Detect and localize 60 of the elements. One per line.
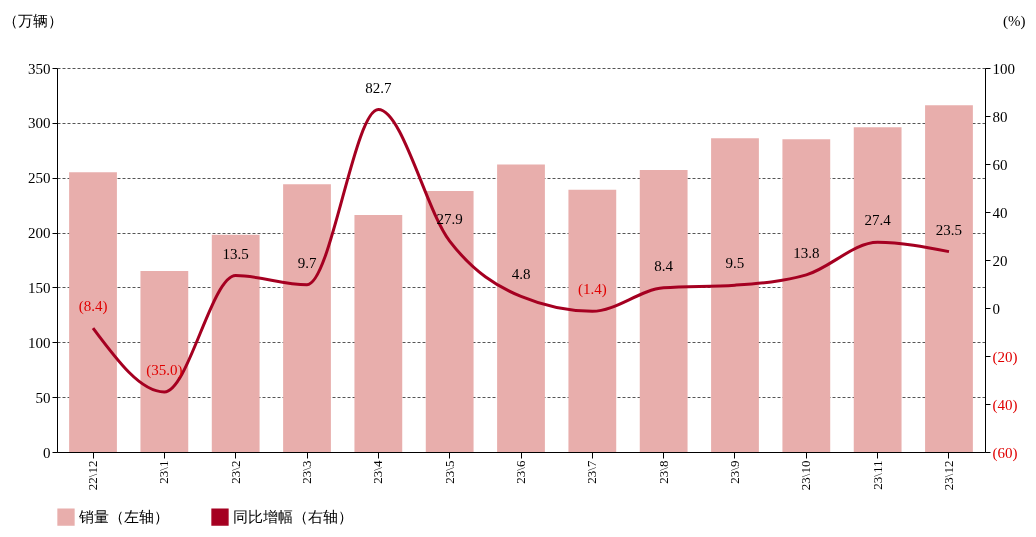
x-tick-label: 23\4 xyxy=(370,460,386,484)
y-tick-label: 350 xyxy=(28,60,51,77)
x-tick-label: 23\6 xyxy=(513,460,528,484)
y-tick-label: 50 xyxy=(35,389,51,406)
data-label: 8.4 xyxy=(654,257,674,274)
y2-tick-label: (60) xyxy=(992,444,1018,462)
data-label: (35.0) xyxy=(146,362,183,379)
bar xyxy=(711,138,759,452)
data-label: 27.4 xyxy=(864,212,892,229)
x-tick-label: 23\5 xyxy=(441,460,457,484)
y-tick-label: 0 xyxy=(43,444,51,461)
x-tick-label: 23\12 xyxy=(940,460,956,491)
x-tick-label: 23\11 xyxy=(869,460,885,490)
bar xyxy=(782,139,831,452)
data-label: 13.5 xyxy=(222,245,249,262)
legend-label: 同比增幅（右轴） xyxy=(233,509,353,526)
y-tick-label: 300 xyxy=(28,115,51,132)
data-label: 9.5 xyxy=(725,255,745,272)
data-label: (1.4) xyxy=(577,281,607,299)
legend-label: 销量（左轴） xyxy=(78,509,169,526)
x-tick-label: 22\12 xyxy=(85,460,101,491)
y2-tick-label: (40) xyxy=(992,396,1018,414)
y2-tick-label: 80 xyxy=(992,108,1008,125)
data-label: 27.9 xyxy=(436,211,463,228)
y2-tick-label: 0 xyxy=(992,300,1000,317)
x-tick-label: 23\8 xyxy=(655,460,671,484)
bar xyxy=(639,170,688,452)
bar xyxy=(140,270,189,452)
data-label: (8.4) xyxy=(78,298,108,316)
data-label: 9.7 xyxy=(297,254,317,271)
bar xyxy=(354,215,403,452)
bar xyxy=(925,105,973,452)
bar xyxy=(283,184,331,452)
bar xyxy=(853,127,902,452)
y2-tick-label: (20) xyxy=(992,348,1018,366)
bar xyxy=(211,234,260,452)
data-label: 4.8 xyxy=(511,266,531,283)
data-label: 82.7 xyxy=(365,79,392,96)
y2-tick-label: 20 xyxy=(992,252,1008,269)
x-tick-label: 23\10 xyxy=(798,460,814,491)
x-tick-label: 23\3 xyxy=(299,460,315,484)
y2-axis-title: (%) xyxy=(1003,12,1026,30)
y-tick-label: 200 xyxy=(28,225,51,242)
data-label: 23.5 xyxy=(935,221,963,238)
x-tick-label: 23\7 xyxy=(584,460,600,484)
y2-tick-label: 40 xyxy=(992,204,1008,221)
y-tick-label: 100 xyxy=(28,334,51,351)
x-tick-label: 23\2 xyxy=(227,460,243,484)
y-tick-label: 150 xyxy=(28,279,51,296)
y-tick-label: 250 xyxy=(28,170,51,187)
bar xyxy=(425,190,474,452)
x-tick-label: 23\9 xyxy=(726,460,742,484)
bar xyxy=(568,189,617,452)
y-axis-title: （万辆） xyxy=(2,12,63,29)
y2-tick-label: 100 xyxy=(992,60,1015,77)
data-label: 13.8 xyxy=(793,244,820,261)
y2-tick-label: 60 xyxy=(992,156,1008,173)
x-tick-label: 23\1 xyxy=(156,460,172,484)
bar xyxy=(497,164,545,452)
bar xyxy=(69,172,117,452)
